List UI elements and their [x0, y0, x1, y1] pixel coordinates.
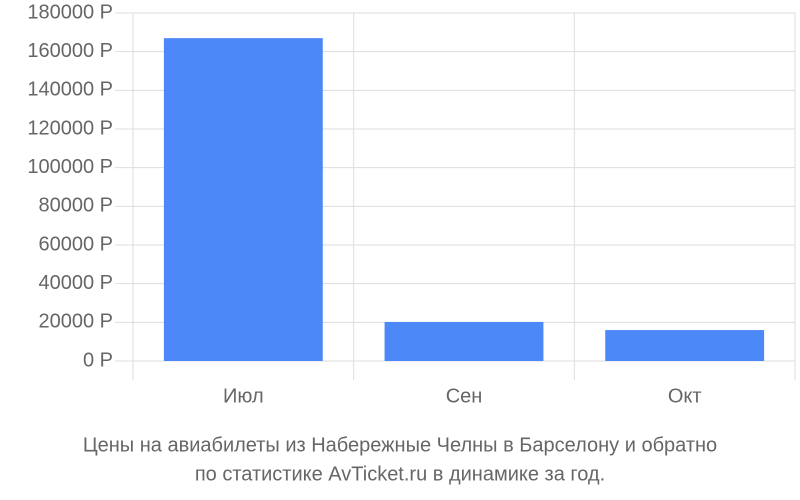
y-tick-label: 60000 Р	[38, 233, 113, 255]
y-tick-label: 80000 Р	[38, 195, 113, 217]
bar	[384, 321, 544, 361]
y-tick-label: 20000 Р	[38, 311, 113, 333]
y-tick-label: 140000 Р	[27, 79, 113, 101]
bar	[605, 330, 765, 361]
bar	[163, 38, 323, 362]
y-tick-label: 180000 Р	[27, 1, 113, 23]
y-tick-label: 0 Р	[83, 349, 113, 371]
chart-title: Цены на авиабилеты из Набережные Челны в…	[83, 434, 717, 456]
y-tick-label: 160000 Р	[27, 40, 113, 62]
y-tick-label: 40000 Р	[38, 272, 113, 294]
chart-subtitle: по статистике AvTicket.ru в динамике за …	[195, 463, 605, 485]
y-tick-label: 120000 Р	[27, 117, 113, 139]
x-tick-label: Окт	[668, 385, 702, 407]
x-tick-label: Июл	[223, 385, 264, 407]
y-tick-label: 100000 Р	[27, 156, 113, 178]
x-tick-label: Сен	[446, 385, 483, 407]
